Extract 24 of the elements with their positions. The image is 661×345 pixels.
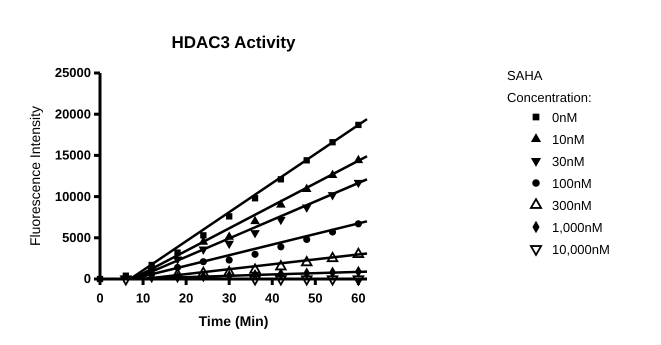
y-tick-label: 20000 <box>54 106 91 122</box>
x-tick-label: 30 <box>222 290 236 306</box>
y-tick-label: 5000 <box>62 230 91 245</box>
x-tick-label: 0 <box>96 290 104 306</box>
legend-label: 1,000nM <box>552 220 603 235</box>
x-tick-label: 20 <box>178 290 194 306</box>
legend-label: 300nM <box>552 198 592 213</box>
legend-label: 30nM <box>552 154 585 169</box>
y-tick-label: 15000 <box>54 148 91 163</box>
x-axis-title: Time (Min) <box>198 313 268 329</box>
x-tick-label: 60 <box>351 290 366 306</box>
chart-title: HDAC3 Activity <box>171 33 296 52</box>
y-tick-label: 10000 <box>54 188 91 204</box>
y-axis-title: Fluorescence Intensity <box>27 106 43 246</box>
legend-title: SAHA Concentration: <box>507 68 592 105</box>
legend-label: 10nM <box>552 132 585 147</box>
x-tick-label: 10 <box>136 290 150 306</box>
x-tick-label: 40 <box>265 290 280 306</box>
y-tick-label: 0 <box>84 271 91 286</box>
x-tick-label: 50 <box>308 290 323 306</box>
y-tick-label: 25000 <box>54 65 91 80</box>
legend-label: 0nM <box>552 110 578 125</box>
legend-label: 100nM <box>552 176 592 191</box>
legend-label: 10,000nM <box>552 242 610 257</box>
